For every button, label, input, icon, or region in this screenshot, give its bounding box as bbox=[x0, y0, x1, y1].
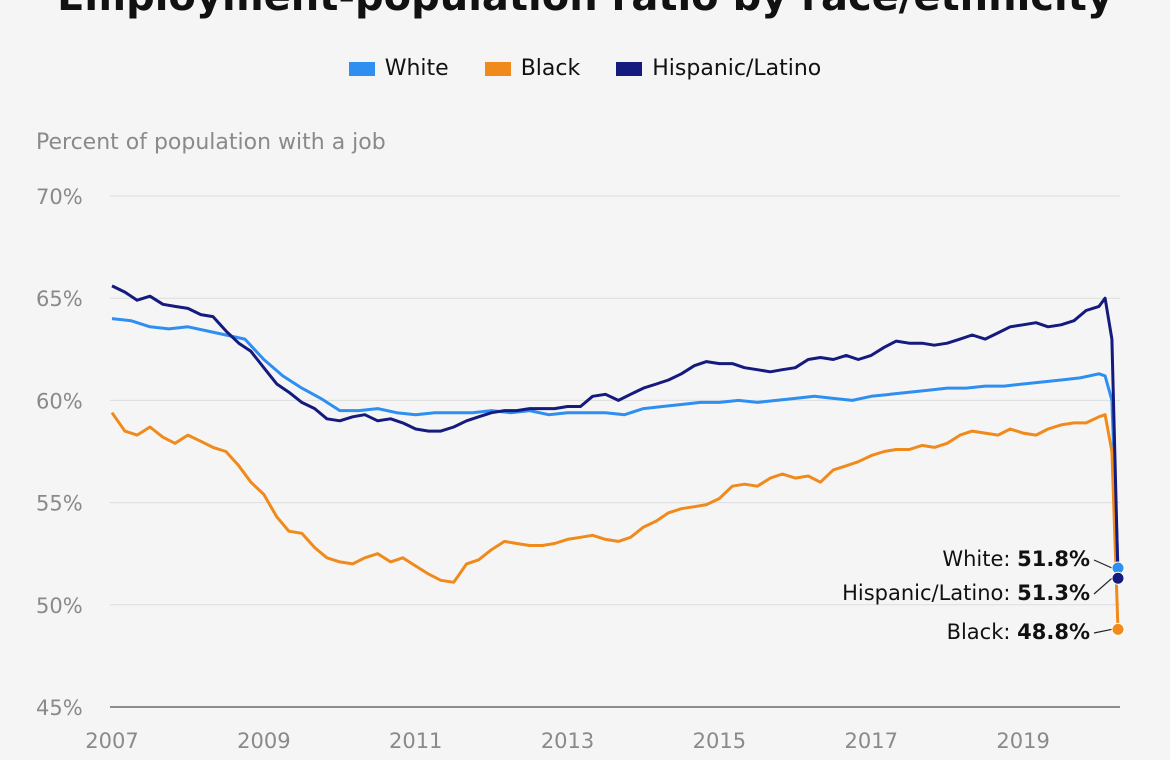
y-tick-label-65: 65% bbox=[36, 287, 83, 311]
y-tick-label-45: 45% bbox=[36, 696, 83, 720]
end-label-white: White: 51.8% bbox=[942, 547, 1090, 571]
end-label-leader-hispanic-latino bbox=[1093, 577, 1113, 595]
legend-label-white: White bbox=[384, 56, 449, 81]
x-tick-label-2017: 2017 bbox=[845, 729, 898, 753]
legend-item-white: White bbox=[348, 56, 449, 81]
legend-item-hispanic: Hispanic/Latino bbox=[616, 56, 821, 81]
end-label-name-black: Black: bbox=[947, 620, 1018, 644]
end-label-value-white: 51.8% bbox=[1017, 547, 1090, 571]
end-label-value-hispanic-latino: 51.3% bbox=[1017, 581, 1090, 605]
y-tick-label-55: 55% bbox=[36, 492, 83, 516]
end-label-value-black: 48.8% bbox=[1017, 620, 1090, 644]
y-tick-label-50: 50% bbox=[36, 594, 83, 618]
end-label-leader-black bbox=[1093, 628, 1113, 634]
series-line-white bbox=[111, 317, 1120, 569]
x-tick-label-2013: 2013 bbox=[541, 729, 594, 753]
legend-label-black: Black bbox=[520, 56, 581, 81]
x-tick-label-2009: 2009 bbox=[237, 729, 290, 753]
x-tick-label-2019: 2019 bbox=[996, 729, 1049, 753]
legend-item-black: Black bbox=[484, 56, 581, 81]
y-tick-label-60: 60% bbox=[36, 389, 83, 413]
x-tick-label-2015: 2015 bbox=[693, 729, 746, 753]
y-axis-label: Percent of population with a job bbox=[36, 130, 386, 155]
end-label-leader-white bbox=[1093, 559, 1113, 569]
y-tick-label-70: 70% bbox=[36, 185, 83, 209]
end-point-black bbox=[1111, 622, 1125, 636]
legend: White Black Hispanic/Latino bbox=[0, 56, 1170, 81]
x-tick-label-2007: 2007 bbox=[85, 729, 138, 753]
end-point-hispanic-latino bbox=[1111, 571, 1125, 585]
end-label-name-hispanic-latino: Hispanic/Latino: bbox=[842, 581, 1017, 605]
chart-title: Employment-population ratio by race/ethn… bbox=[0, 0, 1170, 20]
series-line-hispanic-latino bbox=[111, 284, 1120, 579]
legend-swatch-white bbox=[348, 61, 375, 76]
legend-swatch-black bbox=[484, 61, 511, 76]
x-tick-label-2011: 2011 bbox=[389, 729, 442, 753]
legend-label-hispanic: Hispanic/Latino bbox=[652, 56, 822, 81]
end-label-name-white: White: bbox=[942, 547, 1017, 571]
end-label-hispanic-latino: Hispanic/Latino: 51.3% bbox=[842, 581, 1090, 605]
end-label-black: Black: 48.8% bbox=[947, 620, 1090, 644]
series-line-black bbox=[110, 411, 1120, 630]
legend-swatch-hispanic bbox=[616, 61, 643, 76]
